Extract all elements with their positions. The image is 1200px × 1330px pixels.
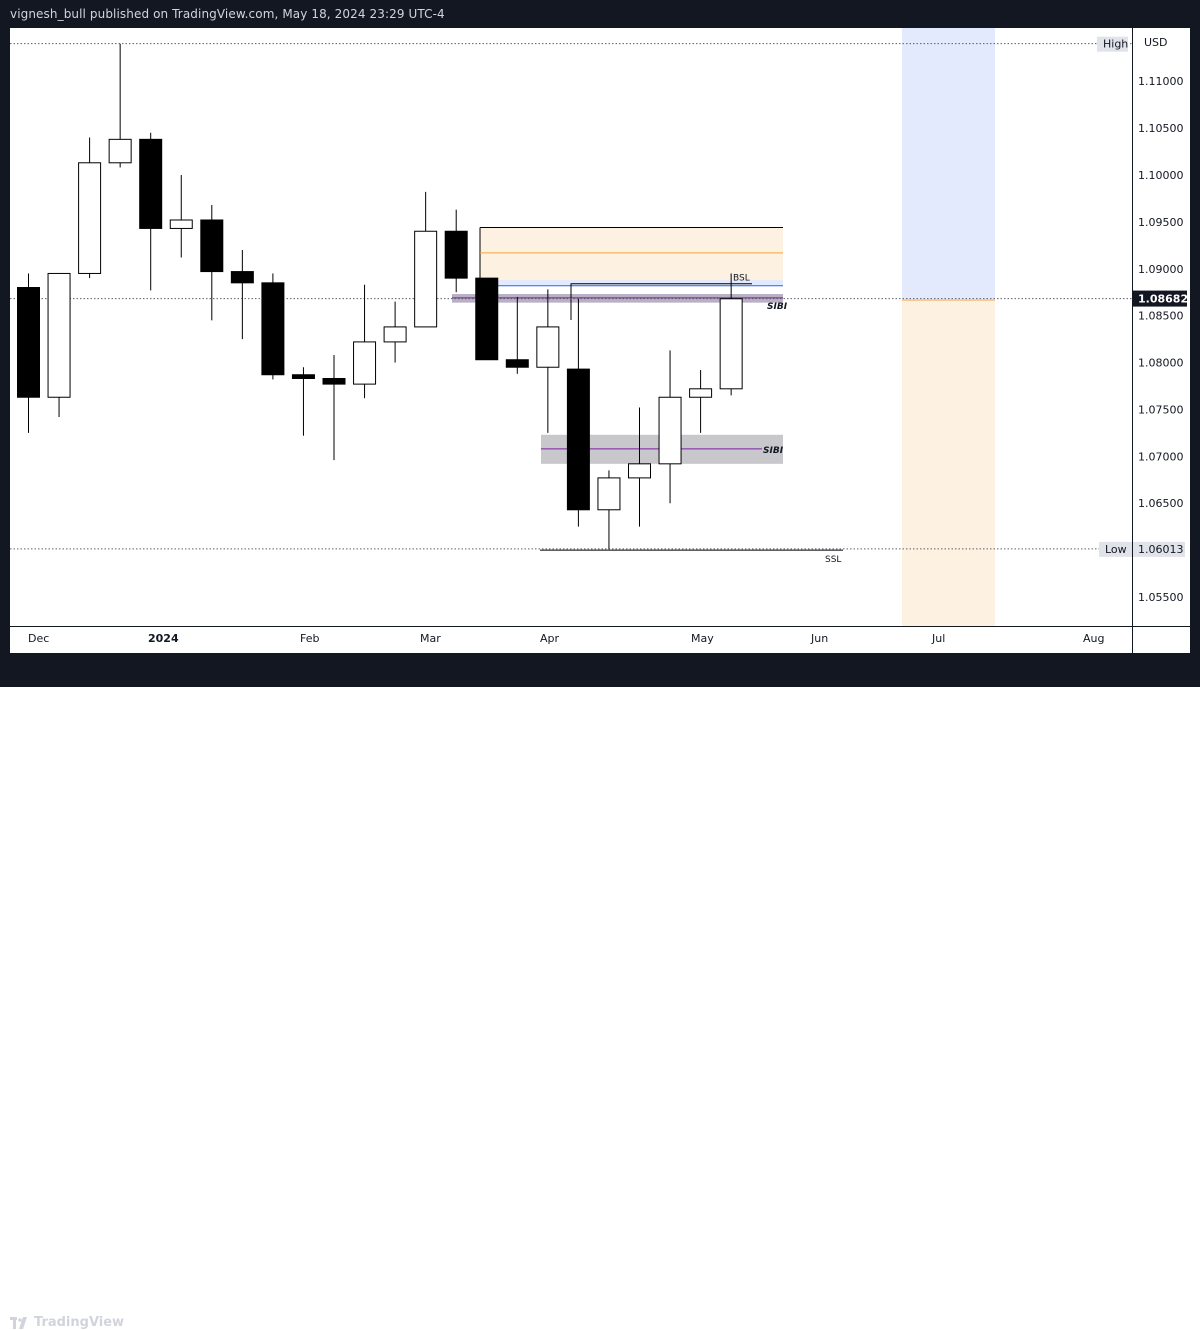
candle-body[interactable] — [261, 282, 285, 376]
short-position-stop-zone — [480, 227, 783, 281]
x-tick-label: Aug — [1083, 632, 1104, 645]
candle-body[interactable] — [444, 230, 468, 279]
candle-body[interactable] — [658, 396, 682, 465]
y-tick-label: 1.10000 — [1138, 169, 1184, 182]
candle-body[interactable] — [536, 326, 560, 368]
tradingview-logo-icon — [10, 1316, 27, 1329]
chart-panel[interactable]: SIBI SIBI BSL SSL 1.11000 1.10500 1.10000 1.095… — [10, 28, 1190, 653]
candle-body[interactable] — [78, 162, 102, 274]
y-tick-label: 1.11000 — [1138, 75, 1184, 88]
candle-body[interactable] — [169, 219, 193, 229]
candle-body[interactable] — [597, 477, 621, 511]
x-tick-label: 2024 — [148, 632, 179, 645]
y-tick-label: 1.10500 — [1138, 122, 1184, 135]
ssl-label: SSL — [825, 555, 841, 565]
candle-body[interactable] — [475, 277, 499, 361]
y-tick-label: 1.09500 — [1138, 216, 1184, 229]
low-tag — [1099, 541, 1132, 557]
candle-body[interactable] — [291, 374, 315, 379]
high-label: High — [1103, 38, 1128, 51]
y-tick-label: 1.07000 — [1138, 450, 1184, 463]
x-tick-label: Feb — [300, 632, 319, 645]
chart-background — [10, 28, 1190, 653]
footer-bar: TradingView — [0, 653, 1200, 1330]
x-tick-label: Jun — [810, 632, 828, 645]
x-tick-label: Mar — [420, 632, 441, 645]
x-tick-label: Dec — [28, 632, 49, 645]
sibi-lower-label: SIBI — [763, 446, 784, 456]
bsl-label: BSL — [733, 274, 750, 284]
candle-body[interactable] — [47, 272, 71, 398]
high-tag — [1097, 36, 1128, 52]
target-zone-blue — [902, 28, 995, 300]
bsl-line — [570, 283, 752, 321]
published-info: vignesh_bull published on TradingView.co… — [10, 7, 445, 21]
y-tick-label: 1.06500 — [1138, 497, 1184, 510]
y-tick-label: 1.05500 — [1138, 591, 1184, 604]
low-value-tag — [1133, 541, 1185, 557]
current-price-label: 1.08682 — [1138, 293, 1188, 306]
currency-label: USD — [1144, 36, 1168, 49]
tradingview-logo[interactable]: TradingView — [10, 1315, 124, 1330]
low-label: Low — [1105, 543, 1127, 556]
low-value-label: 1.06013 — [1138, 543, 1184, 556]
candle-body[interactable] — [628, 463, 651, 479]
header-bar: vignesh_bull published on TradingView.co… — [0, 0, 1200, 28]
candle-body[interactable] — [505, 359, 529, 368]
y-tick-label: 1.08500 — [1138, 310, 1184, 323]
candlestick-chart[interactable]: SIBI SIBI BSL SSL 1.11000 1.10500 1.10000 1.095… — [10, 28, 1190, 653]
x-tick-label: Jul — [931, 632, 945, 645]
tradingview-logo-text: TradingView — [34, 1315, 125, 1330]
x-tick-label: Apr — [540, 632, 560, 645]
candle-body[interactable] — [17, 287, 40, 398]
candle-body[interactable] — [689, 388, 713, 398]
sibi-upper-label: SIBI — [767, 302, 788, 312]
stop-zone-orange — [902, 299, 995, 626]
y-tick-label: 1.07500 — [1138, 403, 1184, 416]
current-price-tag — [1133, 290, 1187, 307]
candle-body[interactable] — [108, 138, 132, 164]
candle-body[interactable] — [383, 326, 407, 343]
candle-body[interactable] — [200, 219, 224, 273]
candle-body[interactable] — [139, 138, 163, 229]
candle-body[interactable] — [322, 377, 346, 385]
candle-body[interactable] — [414, 230, 438, 328]
candle-body[interactable] — [719, 298, 743, 390]
y-tick-label: 1.09000 — [1138, 263, 1184, 276]
candle-body[interactable] — [230, 271, 254, 284]
short-position-target-zone — [480, 280, 783, 286]
candle-body[interactable] — [353, 341, 377, 385]
y-tick-label: 1.08000 — [1138, 357, 1184, 370]
candle-body[interactable] — [566, 368, 590, 511]
x-tick-label: May — [691, 632, 714, 645]
